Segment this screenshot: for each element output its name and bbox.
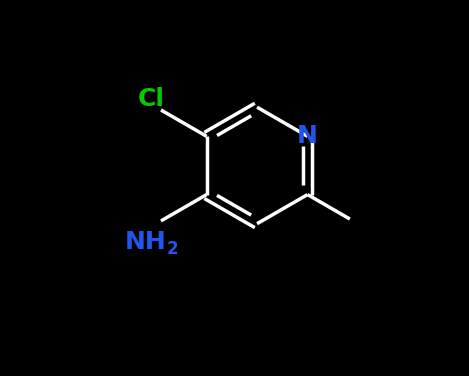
Text: NH: NH [124, 230, 166, 253]
Text: 2: 2 [166, 240, 178, 258]
Text: Cl: Cl [138, 88, 165, 111]
Text: N: N [297, 124, 318, 148]
